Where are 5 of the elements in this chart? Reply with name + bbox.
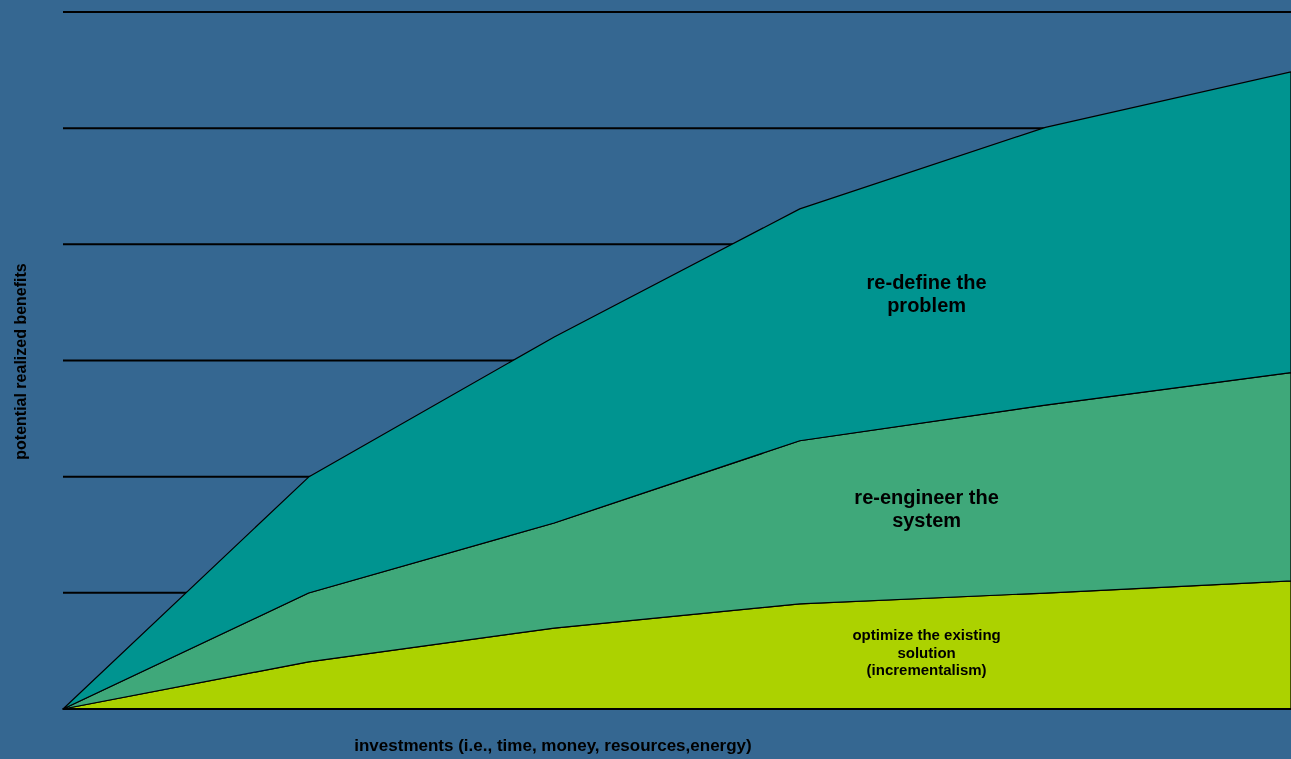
y-axis-title: potential realized benefits <box>12 263 29 460</box>
series-label: optimize the existing solution (incrementalism) <box>852 626 1001 678</box>
series-label: re-engineer the system <box>854 486 999 532</box>
series-label: re-define the problem <box>866 271 987 317</box>
x-axis-title: investments (i.e., time, money, resources,energy) <box>354 736 752 755</box>
